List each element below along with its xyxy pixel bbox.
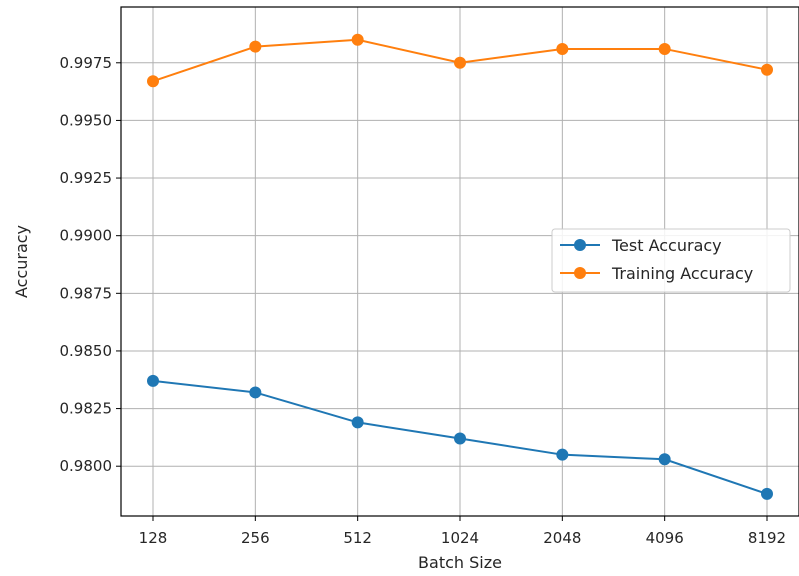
data-point [761, 63, 773, 76]
legend-label: Test Accuracy [611, 236, 722, 255]
x-tick-label: 256 [241, 529, 270, 547]
y-tick-label: 0.9875 [60, 284, 113, 302]
data-point [454, 56, 466, 69]
legend-marker [574, 267, 586, 279]
legend-label: Training Accuracy [611, 264, 753, 283]
legend-item: Training Accuracy [560, 264, 753, 283]
data-point [761, 487, 773, 500]
legend-item: Test Accuracy [560, 236, 722, 255]
series-layer [147, 33, 773, 500]
data-point [658, 42, 671, 55]
y-tick-label: 0.9850 [60, 342, 113, 360]
y-tick-label: 0.9900 [60, 227, 113, 245]
y-tick-label: 0.9825 [60, 400, 113, 418]
x-axis-ticks: 128 256 512 1024 2048 4096 8192 [139, 516, 786, 547]
x-axis-label: Batch Size [418, 553, 502, 572]
x-tick-label: 4096 [646, 529, 684, 547]
x-tick-label: 2048 [543, 529, 581, 547]
series-training-accuracy [147, 33, 773, 88]
x-tick-label: 8192 [748, 529, 786, 547]
data-point [556, 42, 569, 55]
legend-box [551, 228, 791, 293]
y-tick-label: 0.9950 [60, 111, 113, 129]
series-test-accuracy [147, 374, 773, 500]
data-point [556, 448, 569, 461]
x-tick-label: 128 [139, 529, 168, 547]
y-tick-label: 0.9925 [60, 169, 113, 187]
legend: Test Accuracy Training Accuracy [551, 228, 791, 293]
data-point [249, 40, 262, 53]
y-axis-ticks: 0.9800 0.9825 0.9850 0.9875 0.9900 0.9925 0.99… [60, 54, 121, 475]
data-point [658, 453, 671, 466]
data-point [454, 432, 466, 445]
data-point [351, 416, 364, 429]
x-tick-label: 512 [343, 529, 372, 547]
data-point [147, 75, 159, 88]
x-tick-label: 1024 [441, 529, 479, 547]
legend-marker [574, 239, 586, 251]
y-tick-label: 0.9975 [60, 54, 113, 72]
y-axis-label: Accuracy [12, 225, 31, 298]
y-tick-label: 0.9800 [60, 457, 113, 475]
data-point [249, 386, 262, 399]
data-point [351, 33, 364, 46]
data-point [147, 374, 159, 387]
